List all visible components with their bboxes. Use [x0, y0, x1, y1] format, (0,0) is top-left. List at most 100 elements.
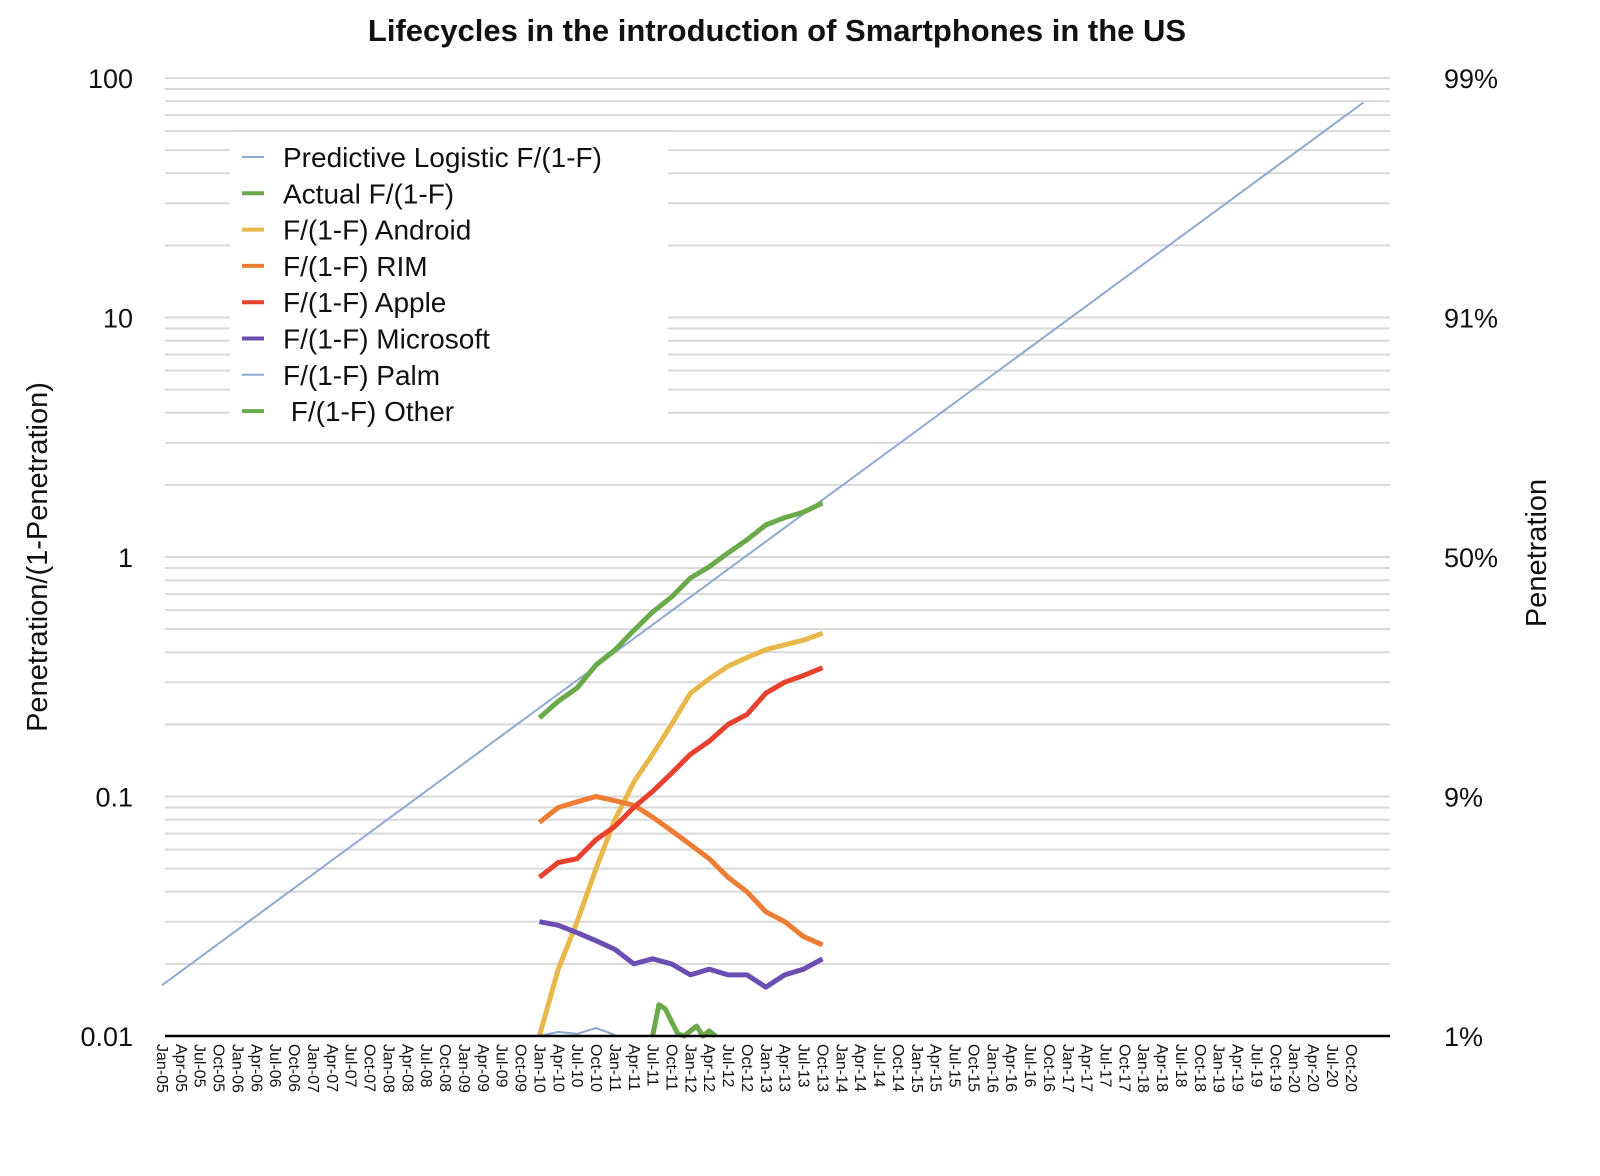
y-right-tick-label: 9%: [1444, 783, 1483, 813]
x-tick-label: Jan-19: [1210, 1044, 1227, 1093]
x-tick-label: Jan-14: [832, 1044, 849, 1093]
x-tick-label: Jan-12: [681, 1044, 698, 1093]
x-tick-label: Jan-17: [1059, 1044, 1076, 1093]
series-line-2: [536, 630, 824, 1037]
y-tick-label: 10: [103, 304, 133, 334]
x-tick-label: Oct-18: [1191, 1044, 1208, 1092]
y-right-axis-label: Penetration: [1521, 479, 1553, 627]
x-tick-label: Jan-10: [530, 1044, 547, 1093]
x-tick-label: Jan-15: [908, 1044, 925, 1093]
x-tick-label: Jul-10: [568, 1044, 585, 1088]
x-tick-label: Oct-10: [587, 1044, 604, 1092]
x-tick-label: Jan-13: [757, 1044, 774, 1093]
x-tick-label: Oct-15: [964, 1044, 981, 1092]
x-tick-label: Jul-11: [644, 1044, 661, 1086]
x-tick-label: Jul-09: [493, 1044, 510, 1088]
x-tick-label: Jan-05: [153, 1044, 170, 1093]
x-tick-label: Jul-15: [946, 1044, 963, 1088]
x-tick-label: Apr-05: [172, 1044, 189, 1092]
x-tick-label: Oct-06: [285, 1044, 302, 1092]
x-tick-label: Apr-15: [927, 1044, 944, 1092]
x-tick-label: Oct-16: [1040, 1044, 1057, 1092]
legend-background: [230, 132, 668, 432]
x-tick-label: Jan-08: [379, 1044, 396, 1093]
x-tick-label: Oct-13: [813, 1044, 830, 1092]
chart-title: Lifecycles in the introduction of Smartp…: [368, 13, 1186, 48]
x-tick-label: Jul-07: [342, 1044, 359, 1088]
x-tick-label: Jan-07: [304, 1044, 321, 1093]
x-tick-label: Apr-12: [700, 1044, 717, 1092]
x-tick-label: Jan-11: [606, 1044, 623, 1092]
y-tick-label: 100: [88, 64, 133, 94]
x-tick-label: Oct-07: [361, 1044, 378, 1092]
series-lines: [161, 101, 1364, 1039]
series-line-3: [537, 794, 824, 948]
x-tick-label: Jul-08: [417, 1044, 434, 1088]
x-tick-label: Oct-05: [210, 1044, 227, 1092]
x-tick-label: Apr-13: [776, 1044, 793, 1092]
legend-label: F/(1-F) Apple: [283, 287, 446, 318]
y-right-tick-label: 91%: [1444, 304, 1498, 334]
y-tick-label: 0.1: [95, 783, 133, 813]
legend-label: F/(1-F) Microsoft: [283, 324, 490, 355]
x-tick-label: Jul-16: [1021, 1044, 1038, 1088]
x-tick-label: Oct-17: [1115, 1044, 1132, 1092]
series-line-4: [537, 665, 824, 880]
x-tick-label: Jan-06: [228, 1044, 245, 1093]
legend-box: [230, 132, 668, 432]
legend-label: F/(1-F) Other: [283, 396, 454, 427]
x-tick-label: Apr-09: [474, 1044, 491, 1092]
x-tick-label: Oct-08: [436, 1044, 453, 1092]
x-tick-label: Apr-16: [1002, 1044, 1019, 1092]
x-tick-label: Jul-19: [1247, 1044, 1264, 1088]
x-tick-label: Apr-11: [625, 1044, 642, 1091]
x-tick-label: Apr-17: [1078, 1044, 1095, 1092]
x-tick-label: Apr-14: [851, 1044, 868, 1092]
y-right-tick-label: 1%: [1444, 1022, 1483, 1052]
x-tick-label: Oct-12: [738, 1044, 755, 1092]
x-tick-label: Oct-19: [1266, 1044, 1283, 1092]
series-line-6: [539, 1027, 616, 1037]
legend-label: Predictive Logistic F/(1-F): [283, 142, 602, 173]
x-tick-label: Apr-19: [1229, 1044, 1246, 1092]
x-tick-label: Apr-10: [549, 1044, 566, 1092]
x-tick-label: Oct-09: [512, 1044, 529, 1092]
x-tick-label: Jul-17: [1097, 1044, 1114, 1088]
x-tick-label: Jul-20: [1323, 1044, 1340, 1088]
x-tick-label: Apr-06: [247, 1044, 264, 1092]
x-tick-label: Jul-06: [266, 1044, 283, 1088]
y-axis-label: Penetration/(1-Penetration): [22, 382, 54, 732]
x-tick-label: Jan-18: [1134, 1044, 1151, 1093]
x-tick-label: Apr-18: [1153, 1044, 1170, 1092]
x-tick-label: Jul-05: [191, 1044, 208, 1088]
x-tick-label: Oct-14: [889, 1044, 906, 1092]
legend-label: F/(1-F) Android: [283, 215, 471, 246]
series-line-7: [650, 1002, 718, 1039]
series-line-1: [537, 500, 824, 720]
x-tick-label: Jul-12: [719, 1044, 736, 1088]
y-right-tick-label: 99%: [1444, 64, 1498, 94]
legend-label: F/(1-F) Palm: [283, 360, 440, 391]
series-line-0: [161, 101, 1364, 987]
x-tick-label: Apr-07: [323, 1044, 340, 1092]
x-tick-label: Apr-20: [1304, 1044, 1321, 1092]
series-line-5: [538, 919, 824, 990]
legend-label: Actual F/(1-F): [283, 178, 454, 209]
x-tick-label: Jul-13: [795, 1044, 812, 1088]
y-right-tick-label: 50%: [1444, 543, 1498, 573]
legend-label: F/(1-F) RIM: [283, 251, 428, 282]
y-tick-label: 0.01: [80, 1022, 133, 1052]
legend: Predictive Logistic F/(1-F) Actual F/(1-F…: [242, 142, 602, 427]
x-tick-label: Oct-11: [662, 1044, 679, 1091]
y-right-axis-ticks: 1% 9% 50% 91% 99%: [1444, 64, 1498, 1052]
y-tick-label: 1: [118, 543, 133, 573]
x-tick-label: Jul-18: [1172, 1044, 1189, 1088]
x-tick-label: Apr-08: [398, 1044, 415, 1092]
x-tick-label: Oct-20: [1342, 1044, 1359, 1092]
x-axis-ticks: Jan-05 Apr-05 Jul-05 Oct-05 Jan-06 Apr-06 Jul-…: [153, 1044, 1359, 1093]
x-tick-label: Jan-09: [455, 1044, 472, 1093]
x-tick-label: Jul-14: [870, 1044, 887, 1088]
x-tick-label: Jan-20: [1285, 1044, 1302, 1093]
